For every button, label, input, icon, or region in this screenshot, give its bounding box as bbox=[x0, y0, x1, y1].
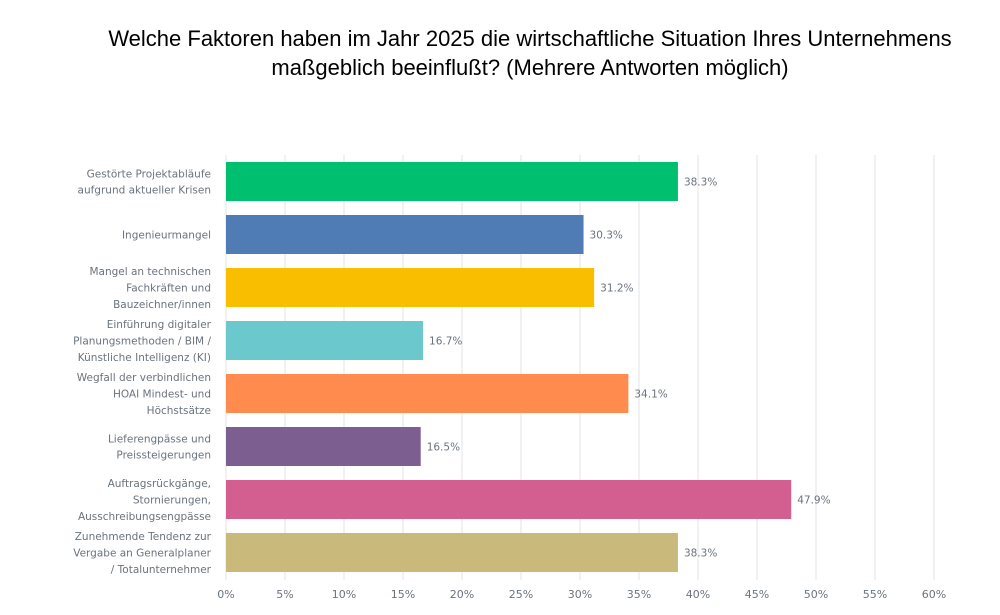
data-label: 47.9% bbox=[797, 495, 830, 507]
x-tick-label: 60% bbox=[922, 588, 946, 601]
bar bbox=[226, 480, 792, 519]
bar bbox=[226, 374, 629, 413]
bar bbox=[226, 321, 424, 360]
data-label: 16.7% bbox=[429, 336, 462, 348]
data-label: 31.2% bbox=[600, 283, 633, 295]
data-label: 38.3% bbox=[684, 548, 717, 560]
data-label: 38.3% bbox=[684, 177, 717, 189]
x-tick-label: 20% bbox=[450, 588, 474, 601]
data-label: 30.3% bbox=[590, 230, 623, 242]
category-label: Wegfall der verbindlichen bbox=[77, 372, 211, 384]
x-tick-label: 5% bbox=[276, 588, 293, 601]
category-label: Höchstsätze bbox=[147, 405, 211, 417]
data-label: 16.5% bbox=[427, 442, 460, 454]
bar bbox=[226, 533, 678, 572]
x-tick-label: 45% bbox=[745, 588, 769, 601]
category-label: Künstliche Intelligenz (KI) bbox=[78, 352, 211, 364]
bar bbox=[226, 215, 584, 254]
category-label: Stornierungen, bbox=[133, 495, 211, 507]
bar bbox=[226, 268, 595, 307]
category-label: / Totalunternehmer bbox=[111, 564, 212, 576]
category-label: Planungsmethoden / BIM / bbox=[73, 336, 211, 348]
category-label: Mangel an technischen bbox=[89, 266, 211, 278]
x-tick-label: 0% bbox=[217, 588, 234, 601]
bar bbox=[226, 162, 678, 201]
category-label: Bauzeichner/innen bbox=[113, 299, 211, 311]
x-tick-label: 25% bbox=[509, 588, 533, 601]
chart-title: Welche Faktoren haben im Jahr 2025 die w… bbox=[108, 26, 952, 80]
category-label: Auftragsrückgänge, bbox=[108, 478, 211, 490]
x-tick-label: 55% bbox=[863, 588, 887, 601]
x-tick-label: 40% bbox=[686, 588, 710, 601]
x-tick-label: 50% bbox=[804, 588, 828, 601]
category-label: Preissteigerungen bbox=[116, 450, 211, 462]
category-label: Lieferengpässe und bbox=[108, 433, 211, 445]
data-label: 34.1% bbox=[634, 389, 667, 401]
category-label: Vergabe an Generalplaner bbox=[73, 548, 211, 560]
category-label: Einführung digitaler bbox=[107, 319, 212, 331]
category-label: Fachkräften und bbox=[126, 283, 211, 295]
category-label: Gestörte Projektabläufe bbox=[87, 168, 211, 180]
category-label: Ingenieurmangel bbox=[122, 230, 211, 242]
x-tick-label: 10% bbox=[332, 588, 356, 601]
category-label: HOAI Mindest- und bbox=[113, 389, 211, 401]
category-label: Zunehmende Tendenz zur bbox=[75, 531, 212, 543]
x-tick-label: 35% bbox=[627, 588, 651, 601]
category-label: Ausschreibungsengpässe bbox=[78, 511, 211, 523]
category-label: aufgrund aktueller Krisen bbox=[78, 185, 211, 197]
bar bbox=[226, 427, 421, 466]
x-tick-label: 15% bbox=[391, 588, 415, 601]
x-tick-label: 30% bbox=[568, 588, 592, 601]
